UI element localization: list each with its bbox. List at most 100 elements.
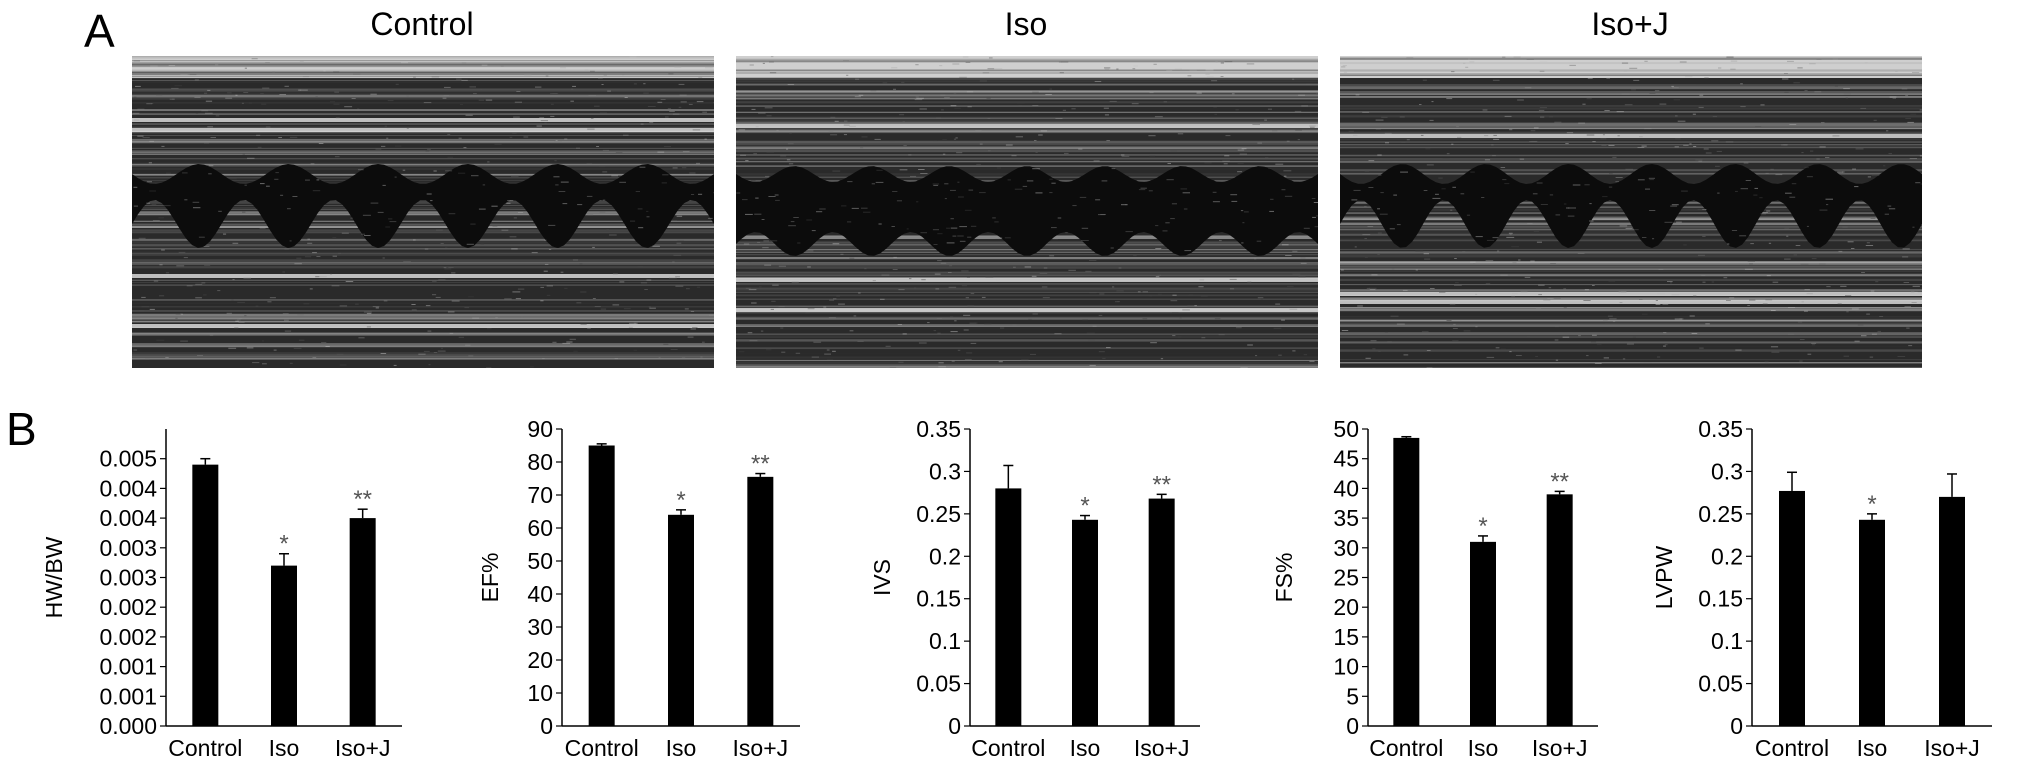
y-axis-label: IVS bbox=[869, 559, 895, 596]
y-axis-label: HW/BW bbox=[41, 536, 67, 618]
bar-iso-j bbox=[1546, 494, 1573, 726]
y-tick-label: 0.001 bbox=[99, 683, 157, 709]
y-tick-label: 0.15 bbox=[916, 586, 961, 612]
y-tick-label: 0 bbox=[540, 713, 553, 739]
y-tick-label: 0 bbox=[1346, 713, 1359, 739]
echo-image-iso-j bbox=[1340, 56, 1922, 368]
y-tick-label: 0.003 bbox=[99, 565, 157, 591]
panel-a-label: A bbox=[84, 5, 115, 57]
x-tick-label: Control bbox=[1755, 735, 1829, 761]
y-tick-label: 50 bbox=[527, 548, 553, 574]
y-tick-label: 40 bbox=[527, 581, 553, 607]
x-tick-label: Iso bbox=[1070, 735, 1101, 761]
echo-title-control: Control bbox=[370, 6, 474, 42]
y-tick-label: 25 bbox=[1333, 565, 1359, 591]
echo-image-iso bbox=[736, 56, 1318, 368]
significance-marker: ** bbox=[1550, 468, 1569, 495]
bar-chart-hw-bw: 0.000 0.001 0.001 0.002 0.002 0.003 0.003 0.004… bbox=[41, 429, 402, 761]
y-tick-label: 0.35 bbox=[916, 416, 961, 442]
y-tick-label: 30 bbox=[1333, 535, 1359, 561]
y-tick-label: 10 bbox=[527, 680, 553, 706]
bar-iso bbox=[1470, 541, 1496, 726]
x-tick-label: Iso+J bbox=[1134, 735, 1190, 761]
bar-chart-fs-: 0 5 10 15 20 25 30 35 40 45 50 FS% Control * Iso ** Iso+… bbox=[1271, 416, 1598, 761]
y-axis-label: LVPW bbox=[1651, 545, 1677, 609]
significance-marker: * bbox=[1080, 493, 1089, 520]
bar-iso bbox=[668, 514, 694, 726]
y-tick-label: 15 bbox=[1333, 624, 1359, 650]
x-tick-label: Control bbox=[971, 735, 1045, 761]
echo-svg-control bbox=[132, 56, 714, 368]
bar-iso-j bbox=[747, 476, 774, 726]
bar-control bbox=[995, 488, 1022, 726]
bar-chart-lvpw: 0 0.05 0.1 0.15 0.2 0.25 0.3 0.35 LVPW Control * Is… bbox=[1651, 416, 1992, 761]
x-tick-label: Iso bbox=[269, 735, 300, 761]
bar-chart-ivs: 0 0.05 0.1 0.15 0.2 0.25 0.3 0.35 IVS Control * Iso… bbox=[869, 416, 1200, 761]
y-tick-label: 0.05 bbox=[1698, 671, 1743, 697]
y-tick-label: 20 bbox=[527, 647, 553, 673]
y-tick-label: 0.002 bbox=[99, 624, 157, 650]
y-tick-label: 0.002 bbox=[99, 594, 157, 620]
y-tick-label: 70 bbox=[527, 482, 553, 508]
x-tick-label: Control bbox=[565, 735, 639, 761]
x-tick-label: Iso+J bbox=[1924, 735, 1980, 761]
y-tick-label: 0.15 bbox=[1698, 586, 1743, 612]
significance-marker: ** bbox=[1152, 471, 1171, 498]
bar-iso bbox=[1072, 519, 1098, 726]
y-tick-label: 0.05 bbox=[916, 671, 961, 697]
x-tick-label: Iso+J bbox=[335, 735, 391, 761]
y-tick-label: 40 bbox=[1333, 475, 1359, 501]
significance-marker: * bbox=[676, 487, 685, 514]
echo-image-control bbox=[132, 56, 714, 368]
bar-control bbox=[192, 464, 219, 726]
y-tick-label: 0.000 bbox=[99, 713, 157, 739]
y-tick-label: 5 bbox=[1346, 683, 1359, 709]
y-tick-label: 0 bbox=[1730, 713, 1743, 739]
significance-marker: ** bbox=[751, 451, 770, 478]
y-tick-label: 30 bbox=[527, 614, 553, 640]
bar-iso-j bbox=[1148, 498, 1175, 726]
y-tick-label: 0.35 bbox=[1698, 416, 1743, 442]
y-axis-label: FS% bbox=[1271, 553, 1297, 603]
x-tick-label: Iso+J bbox=[733, 735, 789, 761]
echo-title-iso: Iso bbox=[1004, 6, 1048, 42]
y-tick-label: 0.2 bbox=[929, 543, 961, 569]
y-tick-label: 10 bbox=[1333, 654, 1359, 680]
y-tick-label: 0.1 bbox=[929, 628, 961, 654]
y-tick-label: 0.001 bbox=[99, 654, 157, 680]
y-tick-label: 45 bbox=[1333, 446, 1359, 472]
bar-control bbox=[1779, 490, 1805, 726]
bar-iso-j bbox=[349, 518, 376, 726]
x-tick-label: Control bbox=[1369, 735, 1443, 761]
echo-svg-iso-j bbox=[1340, 56, 1922, 368]
y-tick-label: 50 bbox=[1333, 416, 1359, 442]
y-tick-label: 0.1 bbox=[1711, 628, 1743, 654]
y-tick-label: 90 bbox=[527, 416, 553, 442]
echo-title-iso-j: Iso+J bbox=[1591, 6, 1669, 42]
y-tick-label: 0.3 bbox=[1711, 458, 1743, 484]
y-tick-label: 0.004 bbox=[99, 505, 157, 531]
significance-marker: * bbox=[279, 531, 288, 558]
x-tick-label: Iso bbox=[666, 735, 697, 761]
y-tick-label: 35 bbox=[1333, 505, 1359, 531]
x-tick-label: Iso+J bbox=[1532, 735, 1588, 761]
y-tick-label: 0.004 bbox=[99, 475, 157, 501]
y-tick-label: 80 bbox=[527, 449, 553, 475]
bar-control bbox=[1393, 437, 1420, 726]
y-tick-label: 0 bbox=[948, 713, 961, 739]
y-tick-label: 0.003 bbox=[99, 535, 157, 561]
bar-iso bbox=[271, 565, 297, 726]
y-tick-label: 0.25 bbox=[1698, 501, 1743, 527]
x-tick-label: Iso bbox=[1468, 735, 1499, 761]
significance-marker: ** bbox=[353, 486, 372, 513]
significance-marker: * bbox=[1478, 513, 1487, 540]
y-tick-label: 0.25 bbox=[916, 501, 961, 527]
y-tick-label: 60 bbox=[527, 515, 553, 541]
bar-chart-ef-: 0 10 20 30 40 50 60 70 80 90 EF% Control * Iso ** Iso+J bbox=[477, 416, 800, 761]
y-tick-label: 0.3 bbox=[929, 458, 961, 484]
y-tick-label: 0.005 bbox=[99, 446, 157, 472]
x-tick-label: Control bbox=[168, 735, 242, 761]
x-tick-label: Iso bbox=[1857, 735, 1888, 761]
panel-b-label: B bbox=[6, 403, 37, 455]
bar-iso-j bbox=[1939, 496, 1965, 726]
